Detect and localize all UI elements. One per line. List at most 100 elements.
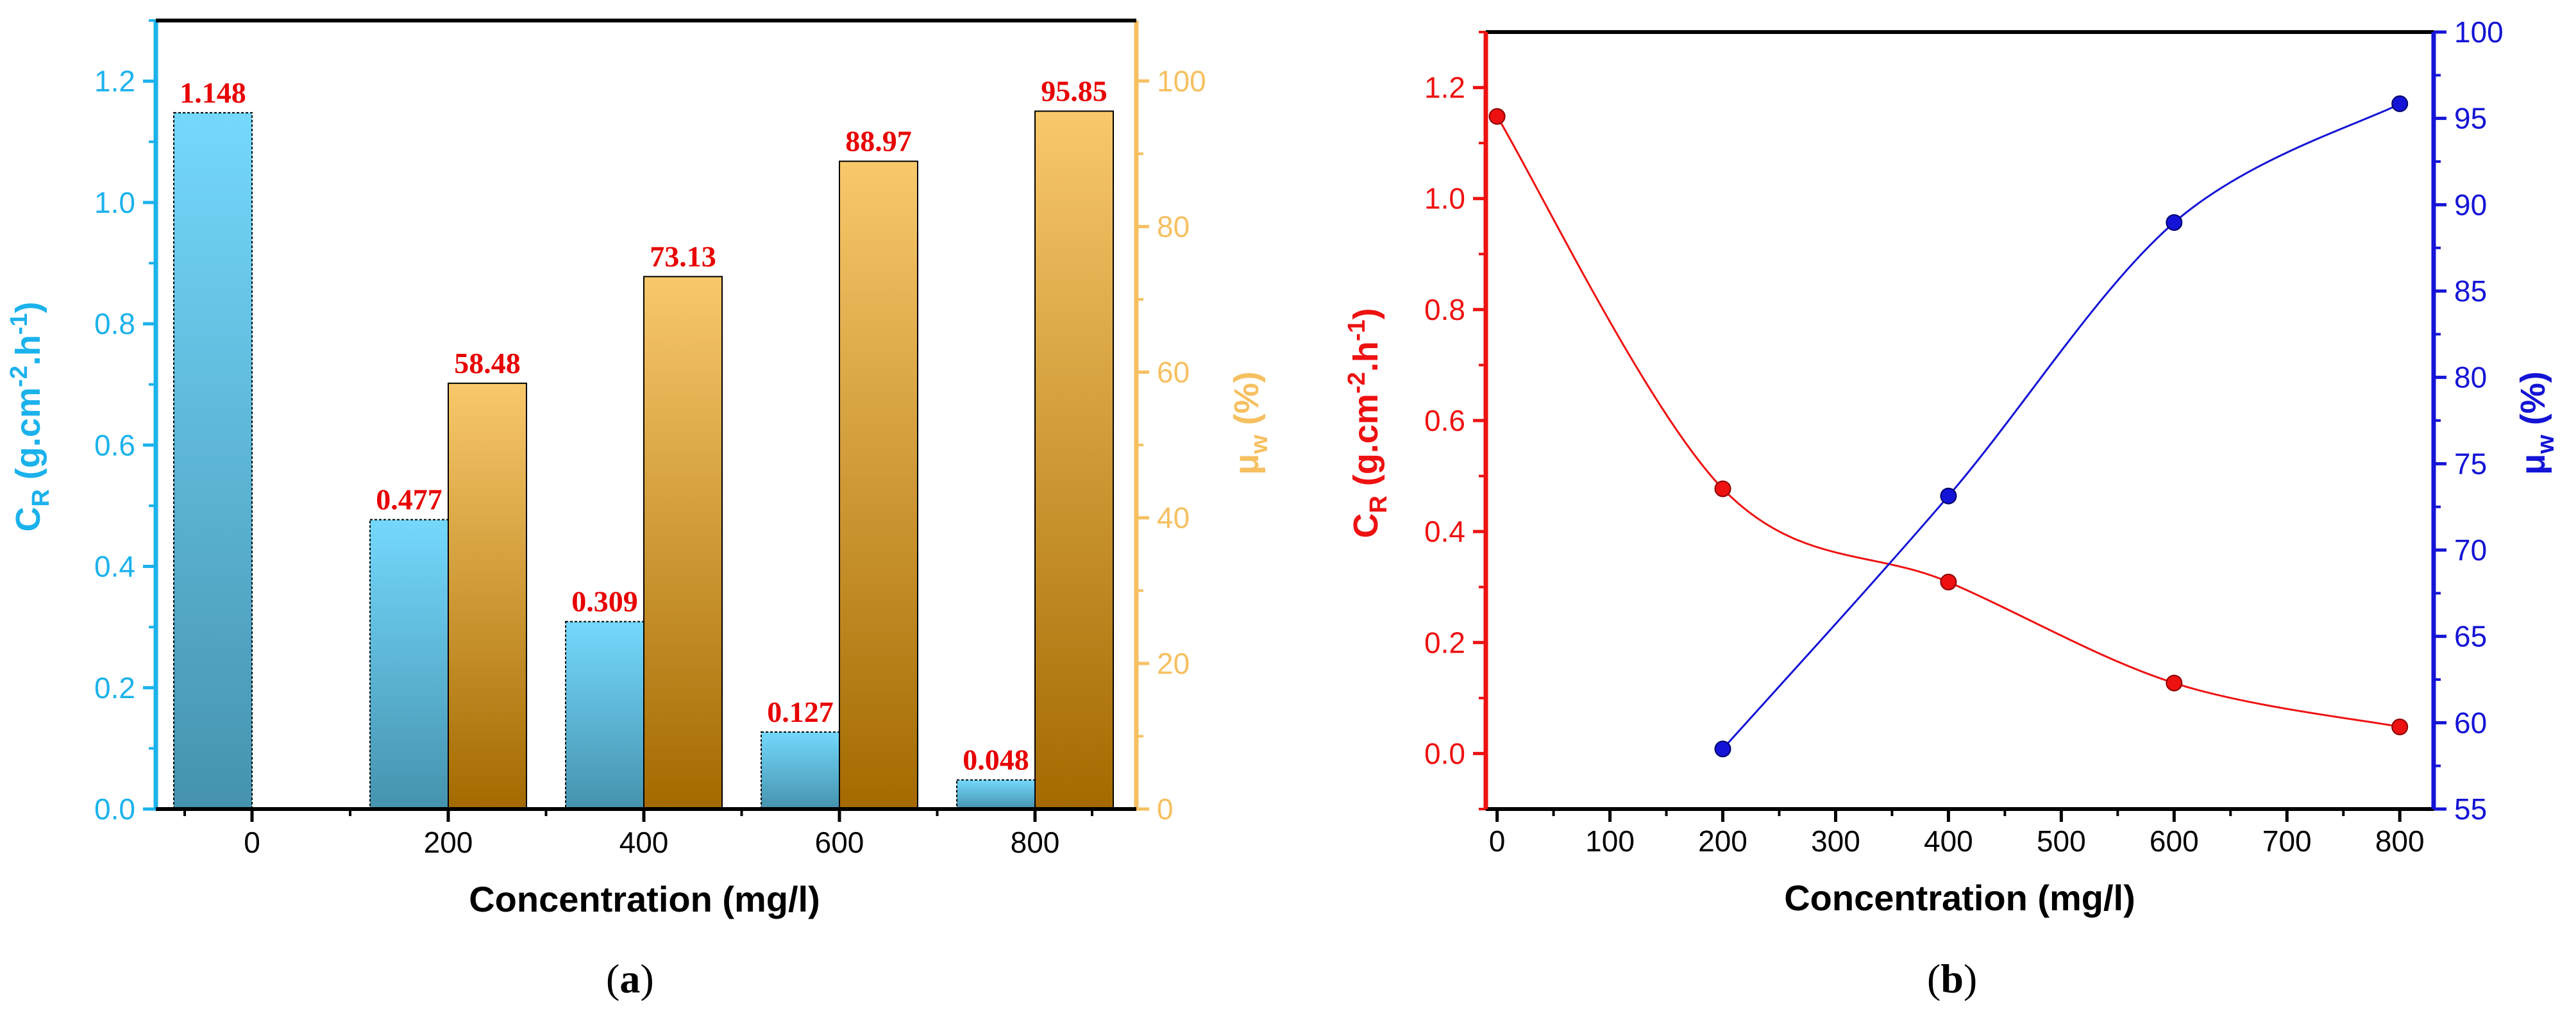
y-axis-title-right-b-sub: w [2532,435,2559,455]
point-cr-600 [2166,674,2183,692]
caption-b: (b) [1927,956,1978,1001]
data-label-mu-200: 58.48 [454,347,521,380]
right-tick-label-100: 100 [1157,64,1206,97]
x-tick-label-b-600: 600 [2150,824,2199,858]
point-mu-200 [1714,740,1731,758]
left-tick-label-b-1.0: 1.0 [1424,182,1465,215]
right-tick-label-20: 20 [1157,647,1190,680]
y-axis-title-left-main: C [9,507,47,532]
left-tick-label-1.0: 1.0 [94,186,135,219]
y-axis-title-left-sup2: -1 [6,313,33,335]
data-label-cr-0: 1.148 [180,76,246,109]
left-tick-label-b-0.0: 0.0 [1424,737,1465,770]
x-tick-label-b-800: 800 [2375,824,2425,858]
left-tick-label-1.2: 1.2 [94,65,135,98]
y-axis-title-left-b-sup: -2 [1343,372,1370,394]
right-tick-label-60: 60 [1157,356,1190,389]
point-cr-0 [1488,108,1506,125]
left-tick-label-b-0.2: 0.2 [1424,626,1465,659]
right-tick-label-b-55: 55 [2454,792,2487,826]
bar-mu-600 [839,160,918,810]
right-tick-label-0: 0 [1157,792,1174,826]
x-tick-label-b-0: 0 [1489,824,1506,858]
y-axis-title-left-rest1: (g.cm [9,387,47,489]
x-tick-label-b-700: 700 [2262,824,2312,858]
left-tick-label-0.6: 0.6 [94,428,135,462]
y-axis-title-right: μw (%) [1227,371,1273,475]
bar-mu-400 [643,276,723,810]
y-axis-title-right-rest: (%) [1227,371,1266,435]
data-label-cr-800: 0.048 [963,744,1029,776]
data-label-cr-600: 0.127 [767,696,834,728]
x-tick-label-b-500: 500 [2037,824,2086,858]
x-tick-label-0: 0 [244,826,260,859]
y-axis-title-left-b-sup2: -1 [1343,319,1370,341]
y-axis-title-left: CR (g.cm-2.h-1) [6,301,55,531]
right-tick-label-b-95: 95 [2454,102,2487,135]
line-mu [1722,103,2400,750]
left-tick-label-b-0.4: 0.4 [1424,515,1465,548]
x-tick-label-b-300: 300 [1811,824,1860,858]
y-axis-title-right-b-main: μ [2514,454,2552,475]
right-tick-label-b-65: 65 [2454,620,2487,653]
point-mu-800 [2391,95,2409,112]
data-label-mu-600: 88.97 [845,125,912,158]
data-label-mu-800: 95.85 [1041,74,1107,107]
y-axis-title-left-b-rest3: ) [1347,308,1385,319]
bar-cr-800 [956,779,1036,810]
right-tick-label-b-70: 70 [2454,533,2487,567]
right-tick-label-b-90: 90 [2454,188,2487,221]
x-tick-label-b-400: 400 [1924,824,1973,858]
right-tick-label-40: 40 [1157,501,1190,535]
bar-mu-200 [448,382,527,810]
left-tick-label-0.8: 0.8 [94,307,135,340]
data-label-cr-400: 0.309 [571,585,638,618]
point-cr-400 [1940,573,1957,590]
left-tick-label-0.0: 0.0 [94,792,135,826]
line-cr [1496,115,2400,728]
x-tick-label-200: 200 [424,826,473,859]
bar-cr-0 [173,112,253,810]
x-tick-label-600: 600 [815,826,864,859]
right-tick-label-b-75: 75 [2454,447,2487,480]
right-tick-label-b-80: 80 [2454,361,2487,394]
data-label-mu-400: 73.13 [650,240,716,272]
right-tick-label-b-60: 60 [2454,706,2487,739]
bar-cr-400 [565,621,644,810]
left-tick-label-b-1.2: 1.2 [1424,71,1465,104]
right-tick-label-b-100: 100 [2454,15,2504,49]
left-tick-label-0.4: 0.4 [94,550,135,583]
y-axis-title-left-b-rest1: (g.cm [1347,394,1385,496]
x-tick-label-b-200: 200 [1698,824,1747,858]
y-axis-title-left-b-main: C [1347,514,1385,539]
y-axis-title-right-b: μw (%) [2514,371,2559,475]
bar-mu-800 [1034,110,1114,810]
x-axis-title-b: Concentration (mg/l) [1784,878,2135,918]
right-tick-label-b-85: 85 [2454,274,2487,308]
right-tick-label-80: 80 [1157,210,1190,243]
point-cr-200 [1714,480,1731,497]
data-label-cr-200: 0.477 [376,483,442,516]
x-tick-label-800: 800 [1011,826,1060,859]
x-axis-title: Concentration (mg/l) [469,879,820,919]
y-axis-title-left-sub: R [28,489,55,506]
panel-a-bar-chart: 1.148 0.477 0.309 0.127 0.048 58.48 73.13 88.97… [6,19,1273,919]
y-axis-title-left-b-sub: R [1365,496,1392,513]
bar-cr-200 [369,519,449,810]
x-tick-label-b-100: 100 [1585,824,1635,858]
y-axis-title-left-sup: -2 [6,365,33,387]
y-axis-title-right-sub: w [1246,435,1273,455]
y-axis-title-left-b: CR (g.cm-2.h-1) [1343,308,1392,538]
y-axis-title-right-main: μ [1227,454,1266,475]
left-tick-label-b-0.6: 0.6 [1424,404,1465,437]
y-axis-title-right-b-rest: (%) [2514,371,2552,435]
y-axis-title-left-rest2: .h [9,335,47,365]
point-mu-600 [2166,214,2183,231]
left-tick-label-b-0.8: 0.8 [1424,293,1465,326]
y-axis-title-left-rest3: ) [9,301,47,313]
caption-a: (a) [606,956,654,1001]
panel-b-line-chart: 0.0 0.2 0.4 0.6 0.8 1.0 1.2 55 60 65 70 75 80 85 90 95 1… [1343,15,2559,918]
y-axis-title-left-b-rest2: .h [1347,341,1385,372]
x-tick-label-400: 400 [619,826,669,859]
